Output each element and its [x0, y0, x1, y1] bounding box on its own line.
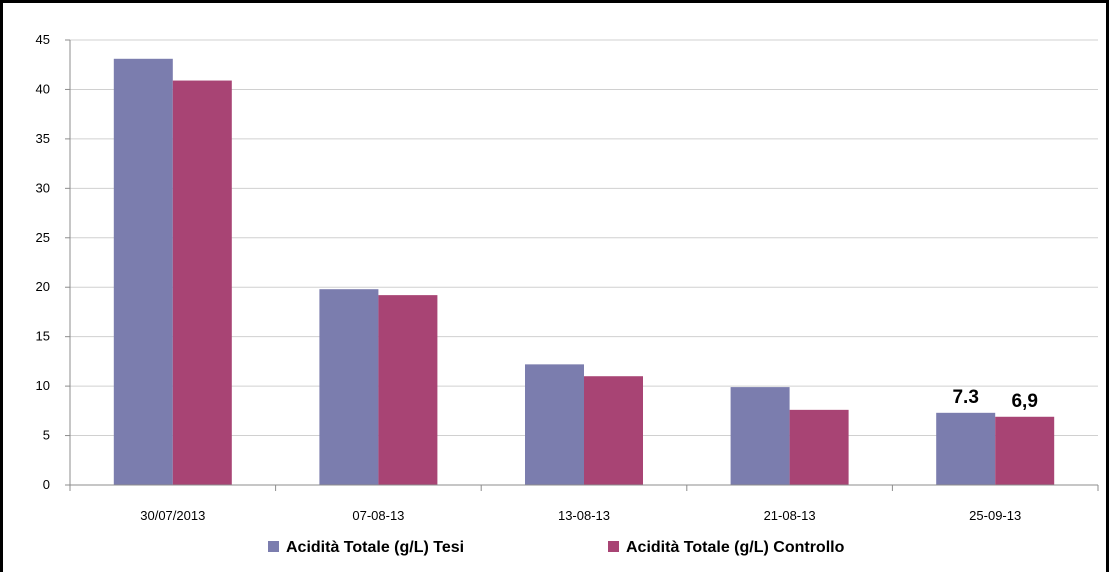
legend-label: Acidità Totale (g/L) Controllo	[626, 539, 845, 556]
bar	[172, 80, 232, 486]
bar	[525, 364, 584, 485]
y-tick-label: 0	[43, 477, 50, 492]
bar	[584, 376, 643, 485]
data-label: 7.3	[952, 387, 978, 408]
data-labels: 7.3 6,9	[952, 387, 1037, 412]
bar	[319, 289, 379, 485]
x-category-label: 30/07/2013	[140, 508, 205, 523]
legend-item: Acidità Totale (g/L) Controllo	[608, 539, 845, 556]
x-category-label: 21-08-13	[764, 508, 816, 523]
x-category-label: 25-09-13	[969, 508, 1021, 523]
y-axis-ticks: 0 5 10 15 20 25 30 35 40 45	[36, 32, 70, 492]
data-label: 6,9	[1011, 391, 1037, 412]
gridlines	[70, 39, 1098, 437]
y-tick-label: 5	[43, 428, 50, 443]
bar	[789, 409, 849, 485]
bar	[113, 58, 173, 486]
y-tick-label: 35	[36, 131, 50, 146]
legend: Acidità Totale (g/L) Tesi Acidità Totale …	[268, 539, 845, 556]
x-axis-categories: 30/07/2013 07-08-13 13-08-13 21-08-13 25-09-…	[140, 508, 1021, 523]
bars	[113, 58, 1055, 486]
legend-swatch	[268, 541, 279, 552]
x-category-label: 07-08-13	[352, 508, 404, 523]
y-tick-label: 10	[36, 378, 50, 393]
bar	[378, 295, 438, 485]
legend-label: Acidità Totale (g/L) Tesi	[286, 539, 464, 556]
bar	[936, 412, 996, 485]
legend-item: Acidità Totale (g/L) Tesi	[268, 539, 464, 556]
x-category-label: 13-08-13	[558, 508, 610, 523]
y-tick-label: 30	[36, 180, 50, 195]
y-tick-label: 20	[36, 279, 50, 294]
y-tick-label: 45	[36, 32, 50, 47]
y-tick-label: 25	[36, 230, 50, 245]
bar	[730, 387, 790, 485]
bar	[995, 416, 1055, 485]
y-tick-label: 40	[36, 81, 50, 96]
legend-swatch	[608, 541, 619, 552]
y-tick-label: 15	[36, 329, 50, 344]
axes	[69, 40, 1099, 491]
